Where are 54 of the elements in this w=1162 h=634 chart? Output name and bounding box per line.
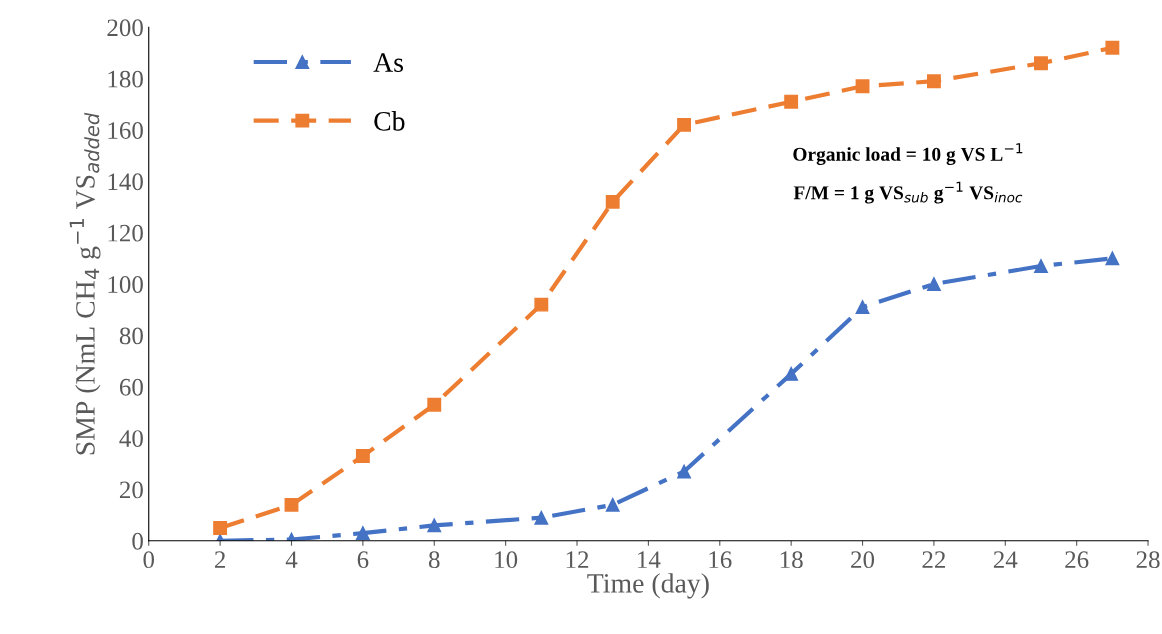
point: [427, 397, 442, 412]
point: [213, 521, 228, 535]
x-tick-label: 0: [143, 551, 155, 569]
point: [1034, 259, 1048, 274]
y-tick-label: 20: [119, 481, 143, 499]
x-axis-title: Time (day): [587, 573, 709, 599]
point: [355, 449, 370, 464]
legend-label: As: [373, 53, 403, 72]
point: [427, 518, 442, 533]
point: [926, 277, 941, 291]
x-tick-label: 8: [428, 551, 440, 569]
y-tick-label: 180: [108, 70, 143, 88]
point: [284, 497, 299, 512]
y-tick-label: 40: [119, 430, 143, 448]
x-tick-label: 2: [214, 551, 225, 568]
y-tick-label: 120: [108, 224, 143, 242]
y-tick-label: 60: [119, 378, 143, 396]
y-tick-label: 200: [107, 19, 143, 37]
point: [534, 297, 549, 312]
point: [677, 117, 692, 132]
x-tick-label: 14: [638, 551, 661, 568]
point: [1105, 40, 1120, 55]
y-tick-label: 0: [132, 532, 143, 550]
y-axis-title: SMP (NmL CH$_{4}$ g$^{−1}$ VS$_{added}$: [69, 112, 101, 455]
point: [534, 510, 549, 525]
x-tick-label: 28: [1136, 551, 1160, 569]
point: [677, 464, 692, 479]
x-tick-label: 4: [285, 551, 298, 568]
y-tick-label: 160: [108, 122, 143, 139]
point: [355, 526, 370, 541]
point: [855, 300, 870, 315]
annotation: F/M = 1 g VS$_{sub}$ g$^{−1}$ VS$_{inoc}$: [793, 181, 1023, 204]
point: [855, 79, 870, 94]
x-tick-label: 22: [922, 551, 946, 568]
x-tick-label: 16: [709, 551, 732, 569]
point: [605, 194, 620, 209]
x-tick-label: 26: [1065, 551, 1089, 569]
y-tick-label: 140: [108, 173, 143, 191]
annotation: Organic load = 10 g VS L$^{−1}$: [793, 143, 1023, 165]
point: [1105, 251, 1120, 266]
x-tick-label: 18: [780, 551, 803, 569]
x-tick-label: 6: [357, 551, 369, 569]
y-tick-label: 100: [108, 276, 143, 293]
x-tick-label: 12: [566, 551, 589, 568]
point: [605, 497, 620, 512]
x-tick-label: 20: [851, 551, 875, 569]
legend-label: Cb: [374, 111, 405, 131]
point: [1034, 56, 1048, 71]
point: [784, 94, 799, 109]
point: [784, 366, 799, 381]
point: [926, 74, 941, 89]
x-tick-label: 10: [495, 551, 518, 569]
x-tick-label: 24: [993, 551, 1018, 568]
y-tick-label: 80: [119, 327, 143, 345]
